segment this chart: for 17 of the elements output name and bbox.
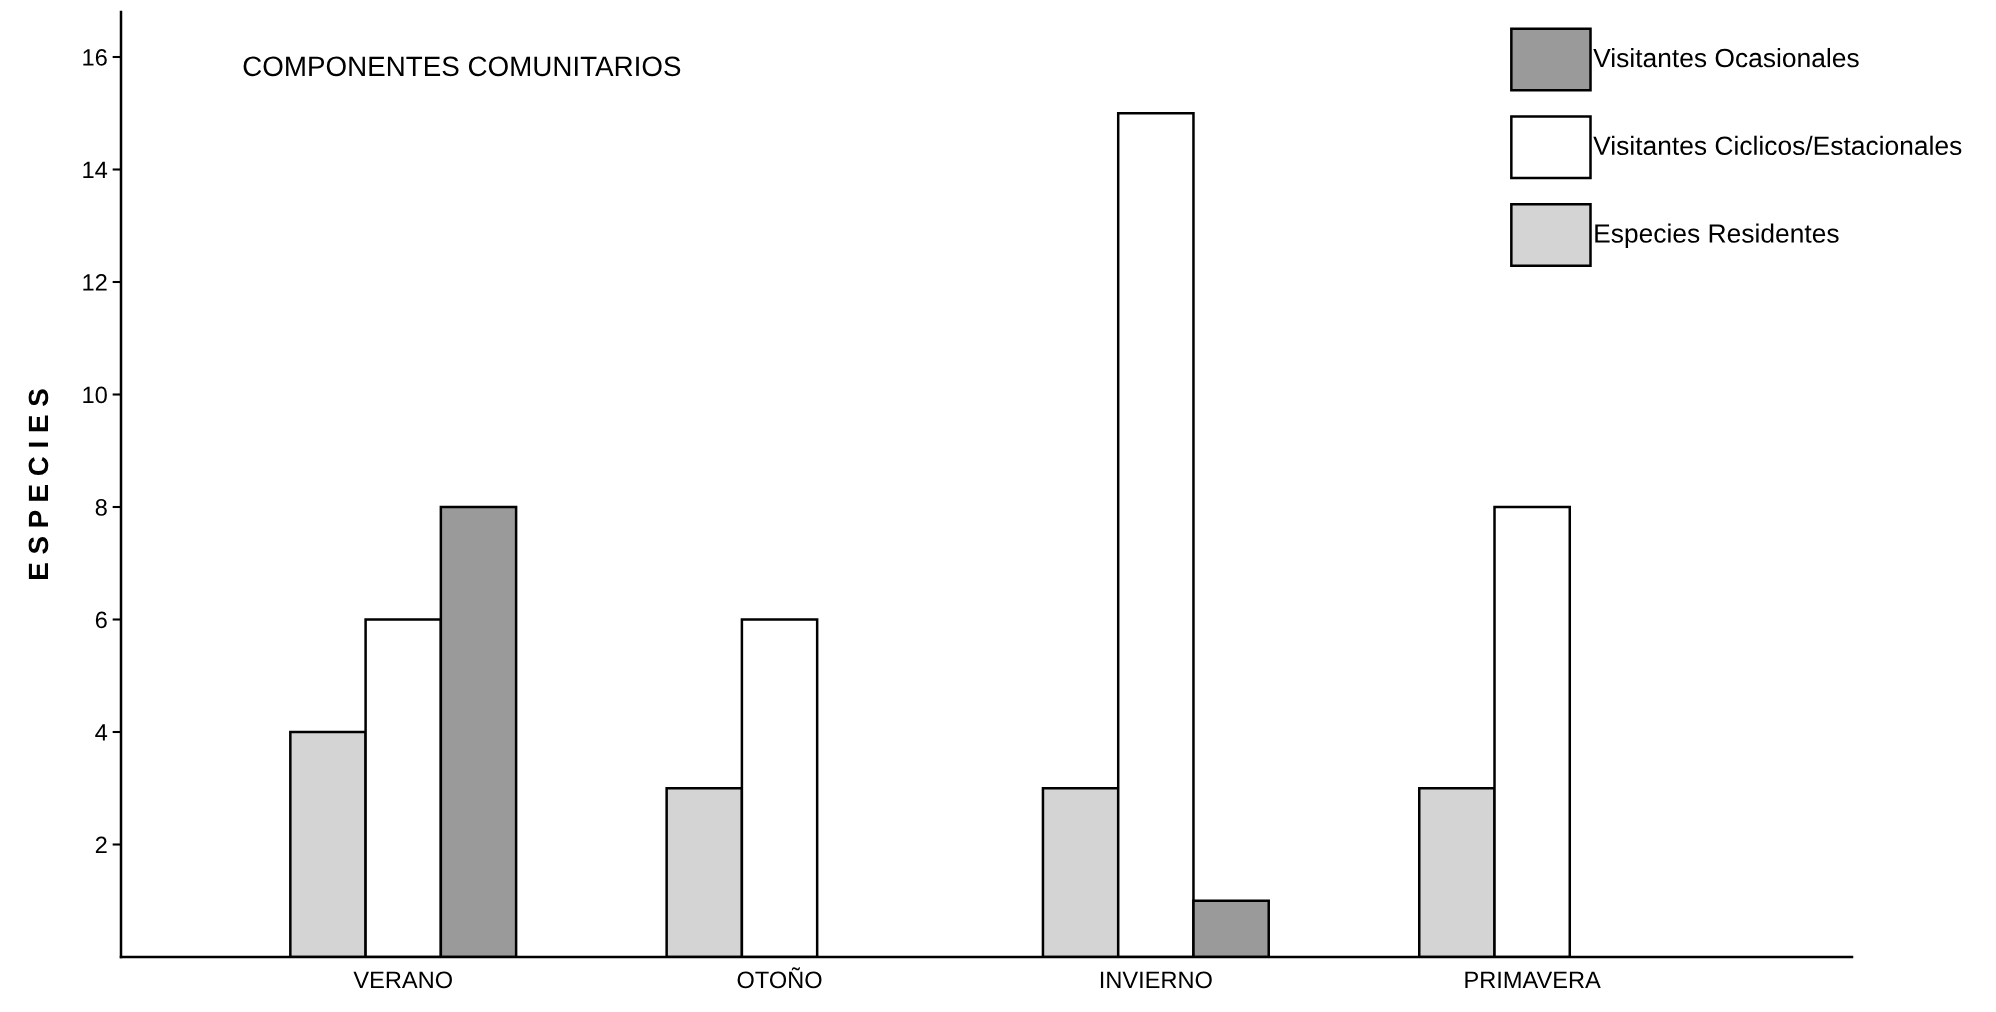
- y-tick-label: 8: [95, 499, 107, 516]
- x-tick-label: OTOÑO: [737, 967, 822, 989]
- legend-label: Visitantes Ciclicos/Estacionales: [1593, 135, 1962, 156]
- y-tick-label: 2: [95, 836, 107, 854]
- text: COMPONENTES COMUNITARIOS: [243, 56, 681, 77]
- y-axis-title: E S P E C I E S: [28, 389, 49, 579]
- legend-label: Especies Residentes: [1595, 223, 1839, 249]
- legend-label: Visitantes Ocasionales: [1593, 47, 1859, 68]
- x-tick-label: VERANO: [353, 971, 452, 989]
- y-tick-label: 6: [95, 611, 107, 629]
- y-tick-label: 12: [83, 274, 107, 291]
- y-tick-label: 10: [83, 386, 107, 404]
- x-tick-label: INVIERNO: [1100, 971, 1212, 989]
- y-tick-label: 4: [95, 724, 108, 741]
- x-tick-label: PRIMAVERA: [1465, 971, 1601, 988]
- y-tick-label: 16: [83, 49, 107, 66]
- y-tick-label: 14: [83, 161, 108, 179]
